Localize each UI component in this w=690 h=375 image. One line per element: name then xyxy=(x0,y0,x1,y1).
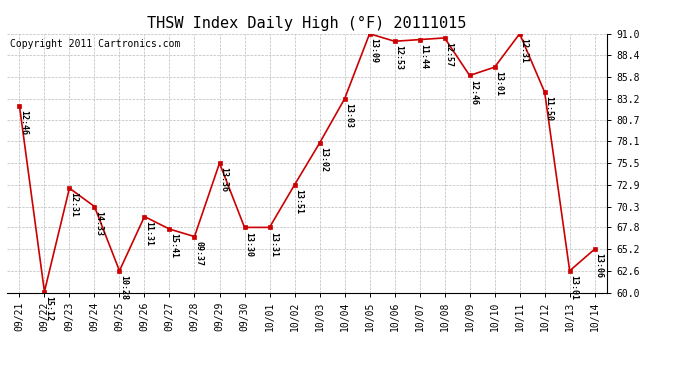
Text: 13:31: 13:31 xyxy=(269,231,278,256)
Text: 13:51: 13:51 xyxy=(294,189,303,214)
Title: THSW Index Daily High (°F) 20111015: THSW Index Daily High (°F) 20111015 xyxy=(148,16,466,31)
Text: 13:09: 13:09 xyxy=(369,38,378,63)
Text: 13:03: 13:03 xyxy=(344,103,353,128)
Text: 12:57: 12:57 xyxy=(444,42,453,67)
Text: 12:31: 12:31 xyxy=(69,192,78,217)
Text: 13:01: 13:01 xyxy=(569,275,578,300)
Text: 10:28: 10:28 xyxy=(119,275,128,300)
Text: 11:44: 11:44 xyxy=(420,44,428,69)
Text: 14:33: 14:33 xyxy=(94,211,103,236)
Text: 12:46: 12:46 xyxy=(469,80,478,105)
Text: 12:53: 12:53 xyxy=(394,45,403,70)
Text: 12:46: 12:46 xyxy=(19,110,28,135)
Text: 13:01: 13:01 xyxy=(494,71,503,96)
Text: 12:31: 12:31 xyxy=(520,38,529,63)
Text: 11:50: 11:50 xyxy=(544,96,553,122)
Text: 11:31: 11:31 xyxy=(144,221,153,246)
Text: Copyright 2011 Cartronics.com: Copyright 2011 Cartronics.com xyxy=(10,39,180,49)
Text: 15:41: 15:41 xyxy=(169,233,178,258)
Text: 13:30: 13:30 xyxy=(244,231,253,256)
Text: 13:36: 13:36 xyxy=(219,167,228,192)
Text: 15:12: 15:12 xyxy=(44,296,53,321)
Text: 13:02: 13:02 xyxy=(319,147,328,172)
Text: 09:37: 09:37 xyxy=(194,241,203,266)
Text: 13:06: 13:06 xyxy=(594,253,603,278)
